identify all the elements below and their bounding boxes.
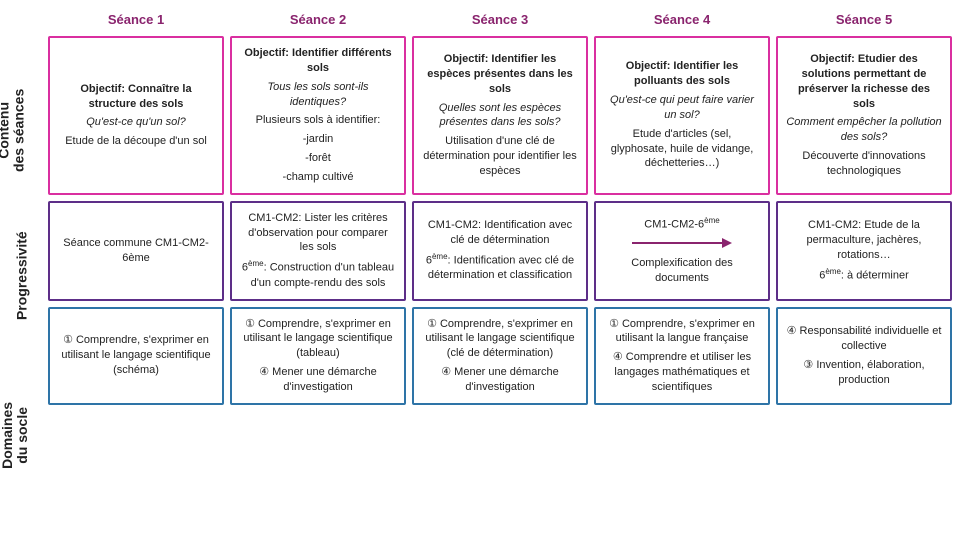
contenu-cell-3: Objectif: Identifier les espèces présent… [412, 36, 588, 195]
cell-text: 6ème: à déterminer [786, 267, 942, 284]
cell-text: ④ Responsabilité individuelle et collect… [786, 324, 942, 354]
cell-text: Objectif: Etudier des solutions permetta… [786, 52, 942, 111]
cell-text: Complexification des documents [604, 256, 760, 286]
progression-arrow-icon [632, 238, 732, 248]
cell-text: Objectif: Identifier différents sols [240, 46, 396, 76]
cell-text: 6ème: Identification avec clé de détermi… [422, 252, 578, 283]
cell-text: ③ Invention, élaboration, production [786, 358, 942, 388]
domaines-cell-5: ④ Responsabilité individuelle et collect… [776, 307, 952, 405]
progress-cell-3: CM1-CM2: Identification avec clé de déte… [412, 201, 588, 301]
cell-text: ④ Mener une démarche d'investigation [240, 365, 396, 395]
row-label-contenu: Contenudes séances [0, 89, 27, 172]
cell-text: Etude d'articles (sel, glyphosate, huile… [604, 127, 760, 172]
domaines-cell-2: ① Comprendre, s'exprimer en utilisant le… [230, 307, 406, 405]
cell-text: CM1-CM2: Identification avec clé de déte… [422, 218, 578, 248]
column-header-seance-5: Séance 5 [776, 8, 952, 30]
contenu-cell-5: Objectif: Etudier des solutions permetta… [776, 36, 952, 195]
column-header-seance-1: Séance 1 [48, 8, 224, 30]
cell-text: Plusieurs sols à identifier: [240, 113, 396, 128]
cell-text: Tous les sols sont-ils identiques? [240, 80, 396, 110]
cell-text: CM1-CM2: Lister les critères d'observati… [240, 211, 396, 256]
cell-text: Séance commune CM1-CM2-6ème [58, 236, 214, 266]
cell-text: -jardin [240, 132, 396, 147]
progress-cell-4: CM1-CM2-6ème Complexification des documen… [594, 201, 770, 301]
progress-cell-1: Séance commune CM1-CM2-6ème [48, 201, 224, 301]
progress-cell-2: CM1-CM2: Lister les critères d'observati… [230, 201, 406, 301]
cell-text: Qu'est-ce qu'un sol? [58, 115, 214, 130]
contenu-cell-1: Objectif: Connaître la structure des sol… [48, 36, 224, 195]
cell-text: Qu'est-ce qui peut faire varier un sol? [604, 93, 760, 123]
column-header-seance-3: Séance 3 [412, 8, 588, 30]
contenu-cell-2: Objectif: Identifier différents sols Tous… [230, 36, 406, 195]
cell-text: Quelles sont les espèces présentes dans … [422, 101, 578, 131]
cell-text: Etude de la découpe d'un sol [58, 134, 214, 149]
domaines-cell-3: ① Comprendre, s'exprimer en utilisant le… [412, 307, 588, 405]
cell-text: ④ Mener une démarche d'investigation [422, 365, 578, 395]
domaines-cell-4: ① Comprendre, s'exprimer en utilisant la… [594, 307, 770, 405]
cell-text: Objectif: Connaître la structure des sol… [58, 82, 214, 112]
cell-text: CM1-CM2: Etude de la permaculture, jachè… [786, 218, 942, 263]
column-header-seance-4: Séance 4 [594, 8, 770, 30]
cell-text: 6ème: Construction d'un tableau d'un com… [240, 259, 396, 290]
domaines-cell-1: ① Comprendre, s'exprimer en utilisant le… [48, 307, 224, 405]
column-header-seance-2: Séance 2 [230, 8, 406, 30]
cell-text: CM1-CM2-6ème [604, 216, 760, 233]
cell-text: Comment empêcher la pollution des sols? [786, 115, 942, 145]
cell-text: ① Comprendre, s'exprimer en utilisant le… [240, 317, 396, 362]
contenu-cell-4: Objectif: Identifier les polluants des s… [594, 36, 770, 195]
cell-text: -forêt [240, 151, 396, 166]
cell-text: Objectif: Identifier les polluants des s… [604, 59, 760, 89]
row-label-domaines: Domainesdu socle [0, 402, 31, 469]
cell-text: ① Comprendre, s'exprimer en utilisant la… [604, 317, 760, 347]
curriculum-grid: Séance 1 Séance 2 Séance 3 Séance 4 Séance 5… [48, 8, 952, 405]
cell-text: ① Comprendre, s'exprimer en utilisant le… [58, 333, 214, 378]
cell-text: Objectif: Identifier les espèces présent… [422, 52, 578, 97]
row-label-progress: Progressivité [15, 231, 30, 320]
cell-text: ① Comprendre, s'exprimer en utilisant le… [422, 317, 578, 362]
progress-cell-5: CM1-CM2: Etude de la permaculture, jachè… [776, 201, 952, 301]
cell-text: -champ cultivé [240, 170, 396, 185]
cell-text: Découverte d'innovations technologiques [786, 149, 942, 179]
cell-text: Utilisation d'une clé de détermination p… [422, 134, 578, 179]
cell-text: ④ Comprendre et utiliser les langages ma… [604, 350, 760, 395]
